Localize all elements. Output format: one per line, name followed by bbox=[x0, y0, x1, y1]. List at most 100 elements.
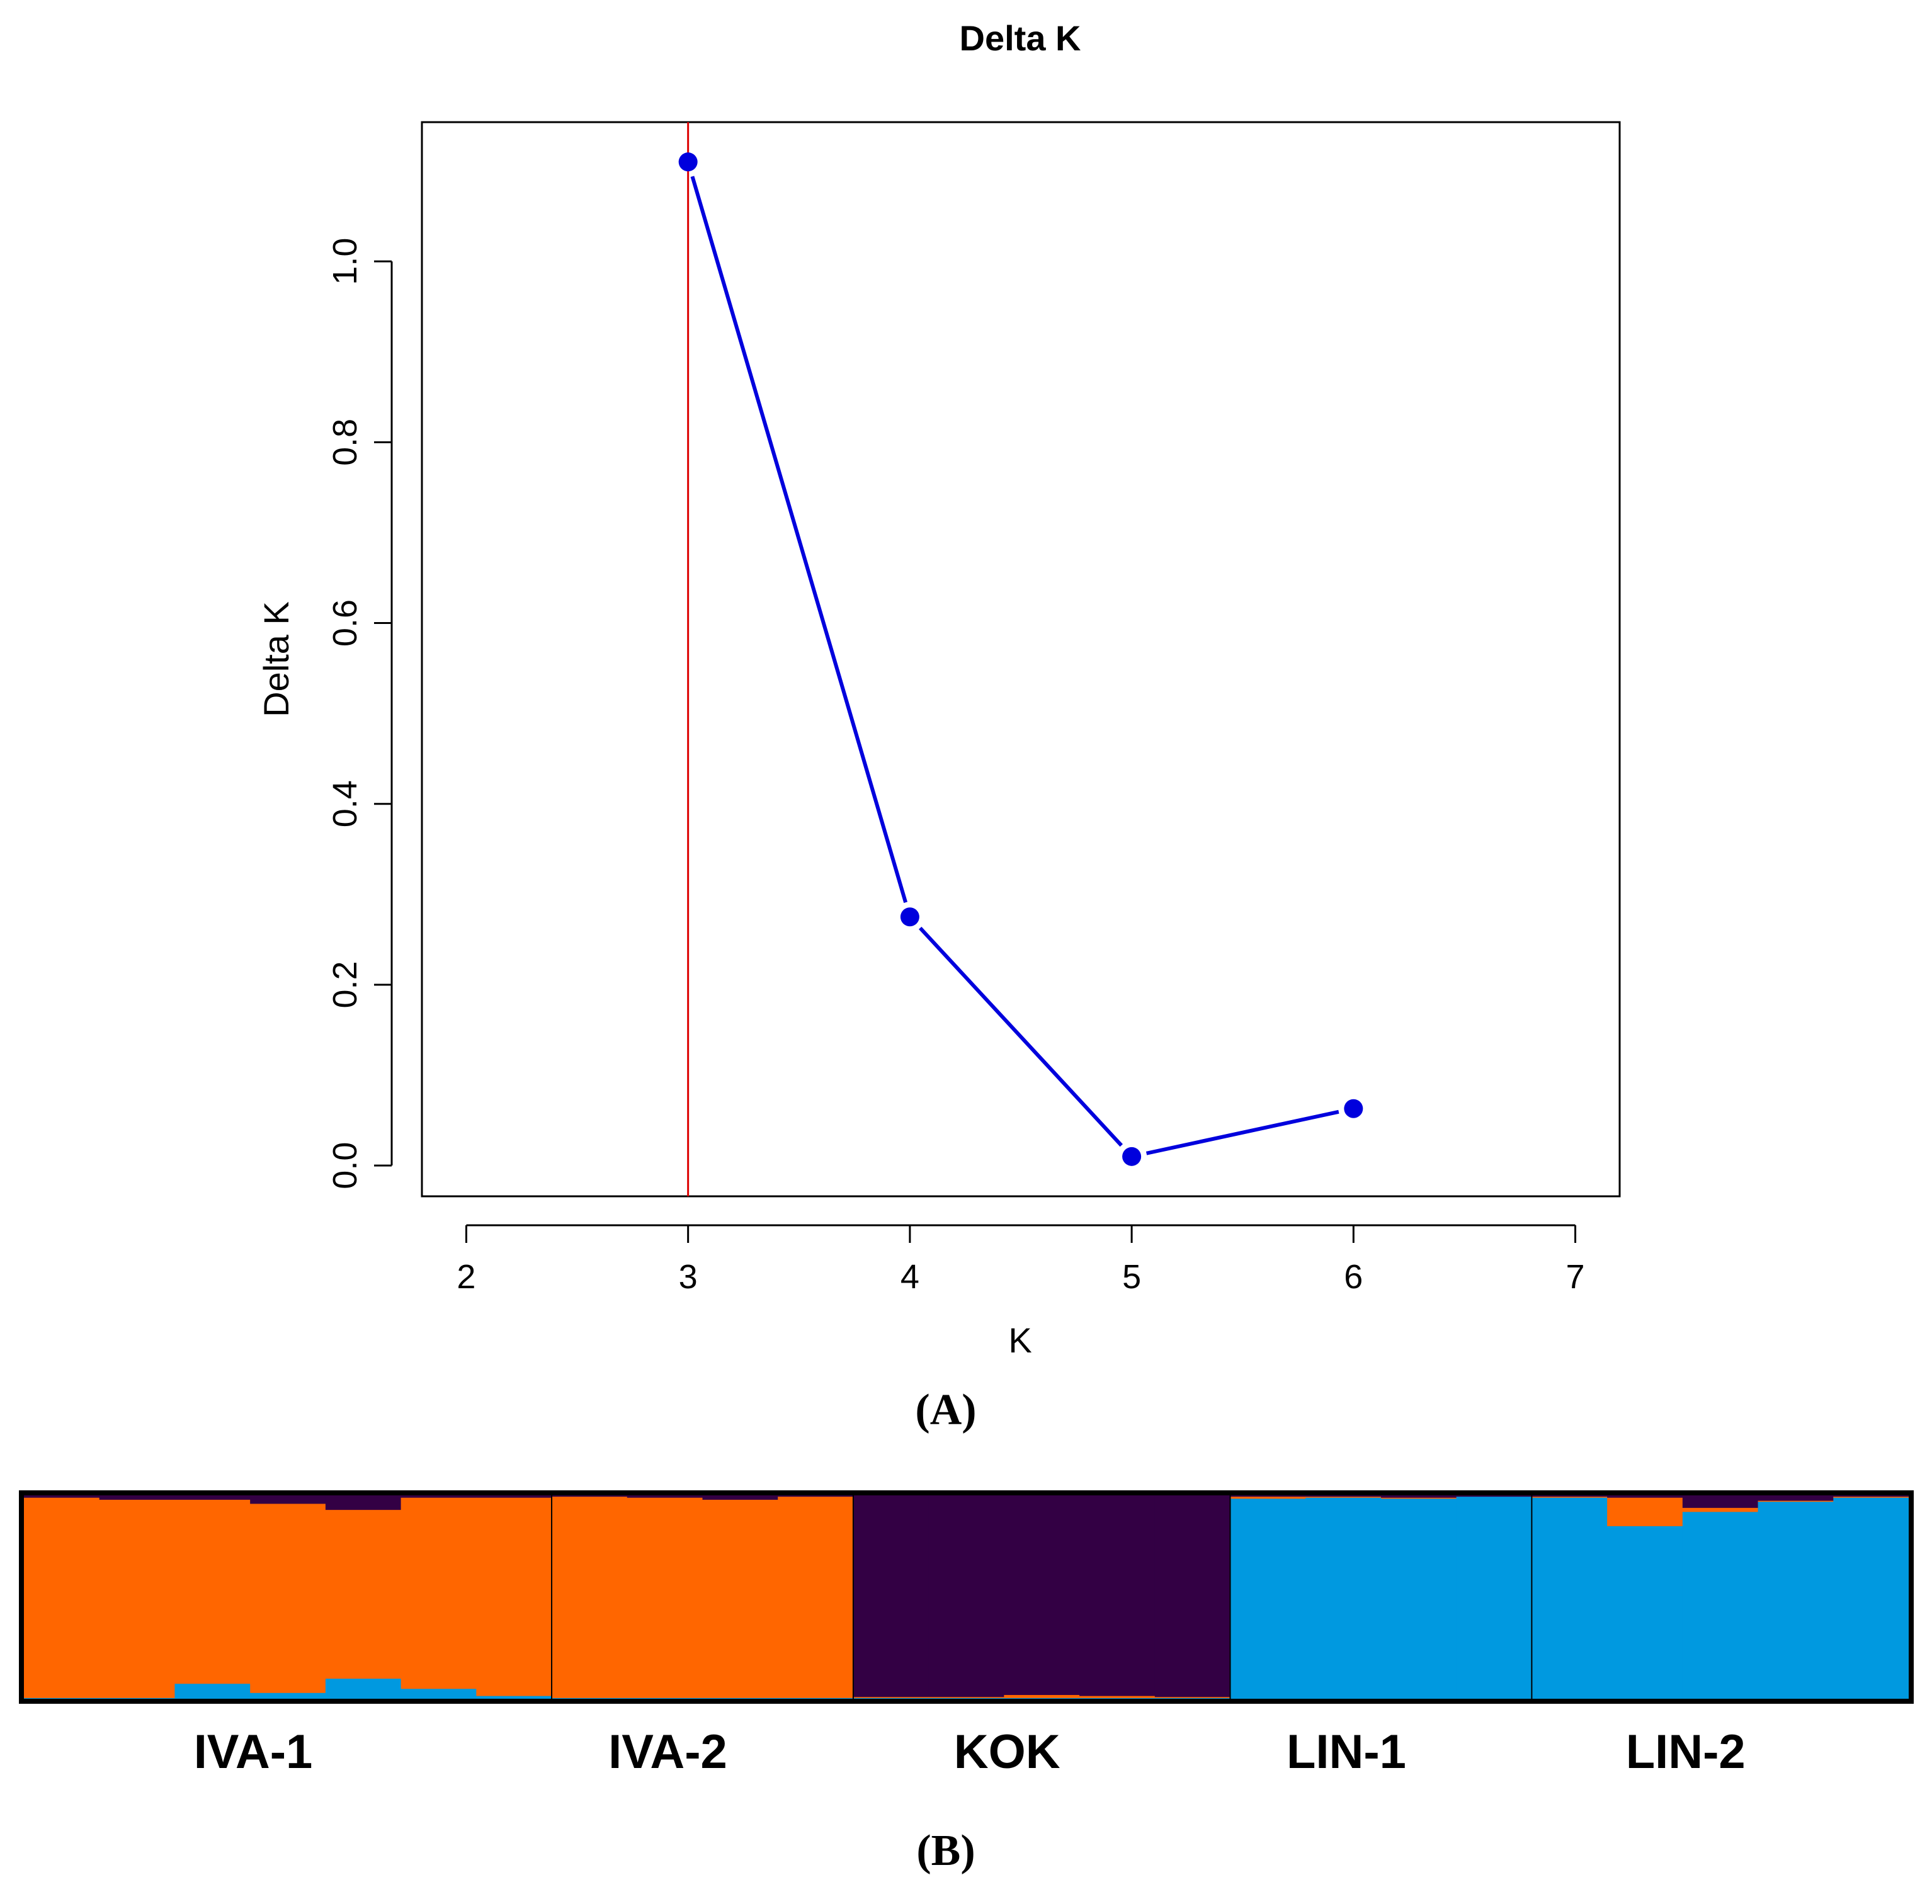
x-tick-label: 4 bbox=[901, 1258, 919, 1296]
ancestry-segment-orange bbox=[250, 1503, 326, 1693]
ancestry-segment-purple bbox=[325, 1495, 402, 1510]
ancestry-segment-orange bbox=[24, 1497, 100, 1698]
ancestry-segment-purple bbox=[1531, 1495, 1608, 1497]
y-tick-label: 0.2 bbox=[326, 961, 364, 1008]
chart-title: Delta K bbox=[960, 18, 1081, 58]
series-line-segment bbox=[1145, 1109, 1339, 1155]
y-tick-label: 1.0 bbox=[326, 238, 364, 285]
ancestry-segment-blue bbox=[1758, 1501, 1834, 1699]
ancestry-segment-blue bbox=[1004, 1697, 1080, 1699]
ancestry-segment-blue bbox=[1380, 1498, 1457, 1699]
ancestry-segment-purple bbox=[702, 1495, 778, 1500]
data-point bbox=[678, 152, 698, 172]
ancestry-segment-purple bbox=[1758, 1495, 1834, 1501]
series-line-segment bbox=[690, 176, 908, 904]
population-label: LIN-1 bbox=[1287, 1725, 1406, 1779]
ancestry-segment-purple bbox=[1607, 1495, 1683, 1498]
ancestry-segment-purple bbox=[1833, 1495, 1909, 1497]
ancestry-segment-blue bbox=[1154, 1697, 1231, 1699]
ancestry-segment-purple bbox=[853, 1495, 929, 1697]
ancestry-segment-blue bbox=[1833, 1497, 1909, 1699]
ancestry-segment-orange bbox=[1079, 1696, 1156, 1698]
population-dividers bbox=[551, 1495, 1533, 1699]
ancestry-segment-orange bbox=[401, 1497, 477, 1689]
axes: 2 3 4 5 6 7 0.0 0.2 0.4 0.6 0.8 1.0 bbox=[326, 238, 1585, 1296]
ancestry-segment-purple bbox=[1079, 1495, 1156, 1696]
ancestry-segment-blue bbox=[401, 1688, 477, 1699]
ancestry-segment-blue bbox=[250, 1692, 326, 1699]
y-tick-label: 0.4 bbox=[326, 780, 364, 827]
ancestry-segment-orange bbox=[174, 1499, 251, 1684]
data-marks bbox=[678, 122, 1363, 1196]
ancestry-segment-orange bbox=[1531, 1496, 1608, 1498]
ancestry-segment-blue bbox=[1305, 1497, 1382, 1699]
ancestry-segment-blue bbox=[1607, 1526, 1683, 1699]
ancestry-segment-purple bbox=[1305, 1495, 1382, 1497]
ancestry-segment-orange bbox=[476, 1497, 552, 1696]
ancestry-segment-blue bbox=[24, 1697, 100, 1699]
ancestry-segment-purple bbox=[1004, 1495, 1080, 1696]
x-tick-label: 2 bbox=[457, 1258, 475, 1296]
ancestry-segment-blue bbox=[325, 1678, 402, 1699]
ancestry-segment-purple bbox=[1154, 1495, 1231, 1697]
ancestry-segment-orange bbox=[552, 1496, 628, 1698]
ancestry-segment-orange bbox=[1607, 1497, 1683, 1526]
panel-label-a: (A) bbox=[915, 1386, 976, 1434]
plot-frame bbox=[421, 121, 1621, 1198]
y-tick-label: 0.6 bbox=[326, 599, 364, 647]
ancestry-segment-purple bbox=[1230, 1495, 1307, 1497]
ancestry-segment-orange bbox=[1230, 1496, 1307, 1499]
ancestry-segment-purple bbox=[778, 1495, 854, 1497]
data-point bbox=[900, 907, 919, 927]
x-tick-label: 5 bbox=[1122, 1258, 1141, 1296]
x-tick-label: 3 bbox=[679, 1258, 698, 1296]
x-axis-label: K bbox=[1008, 1320, 1031, 1360]
series-line-segment bbox=[918, 926, 1123, 1147]
ancestry-segment-orange bbox=[1833, 1496, 1909, 1498]
population-label: KOK bbox=[954, 1725, 1060, 1779]
ancestry-segment-blue bbox=[552, 1697, 628, 1699]
structure-barplot-panel: IVA-1 IVA-2 KOK LIN-1 LIN-2 (B) bbox=[19, 1490, 1914, 1875]
ancestry-segment-orange bbox=[1004, 1694, 1080, 1698]
ancestry-segment-purple bbox=[627, 1495, 703, 1498]
barplot-frame bbox=[19, 1490, 1914, 1704]
ancestry-segment-purple bbox=[99, 1495, 176, 1500]
ancestry-segment-orange bbox=[627, 1497, 703, 1698]
y-axis-label: Delta K bbox=[256, 601, 296, 717]
ancestry-segment-blue bbox=[853, 1697, 929, 1699]
ancestry-segment-purple bbox=[174, 1495, 251, 1500]
ancestry-segment-purple bbox=[1380, 1495, 1457, 1498]
y-tick-label: 0.0 bbox=[326, 1142, 364, 1189]
ancestry-segment-blue bbox=[1079, 1697, 1156, 1699]
ancestry-segment-purple bbox=[24, 1495, 100, 1498]
ancestry-segment-orange bbox=[1682, 1507, 1759, 1512]
ancestry-segment-blue bbox=[174, 1683, 251, 1699]
ancestry-segment-purple bbox=[1456, 1495, 1533, 1497]
ancestry-segment-orange bbox=[1154, 1696, 1231, 1698]
ancestry-segment-blue bbox=[627, 1697, 703, 1699]
ancestry-segment-orange bbox=[325, 1509, 402, 1679]
ancestry-segment-purple bbox=[928, 1495, 1005, 1697]
population-label: IVA-2 bbox=[608, 1725, 727, 1779]
x-tick-label: 6 bbox=[1344, 1258, 1363, 1296]
y-tick-label: 0.8 bbox=[326, 419, 364, 466]
ancestry-segment-blue bbox=[928, 1697, 1005, 1699]
ancestry-segment-orange bbox=[99, 1499, 176, 1698]
ancestry-segment-orange bbox=[1758, 1500, 1834, 1502]
population-labels: IVA-1 IVA-2 KOK LIN-1 LIN-2 bbox=[194, 1725, 1746, 1779]
delta-k-panel: Delta K 2 3 4 5 6 7 0.0 0.2 0.4 0.6 0.8 1.0 K Delta… bbox=[256, 18, 1621, 1434]
ancestry-segment-purple bbox=[476, 1495, 552, 1498]
ancestry-segment-blue bbox=[1230, 1498, 1307, 1699]
panel-label-b: (B) bbox=[916, 1827, 975, 1875]
ancestry-segment-blue bbox=[1456, 1496, 1533, 1699]
ancestry-segment-blue bbox=[99, 1697, 176, 1699]
x-tick-label: 7 bbox=[1566, 1258, 1585, 1296]
ancestry-segment-orange bbox=[928, 1696, 1005, 1698]
ancestry-segment-orange bbox=[1380, 1497, 1457, 1499]
ancestry-segment-blue bbox=[1682, 1511, 1759, 1699]
ancestry-segment-orange bbox=[702, 1499, 778, 1698]
ancestry-segment-purple bbox=[1682, 1495, 1759, 1508]
data-point bbox=[1122, 1147, 1142, 1166]
ancestry-segment-purple bbox=[250, 1495, 326, 1504]
